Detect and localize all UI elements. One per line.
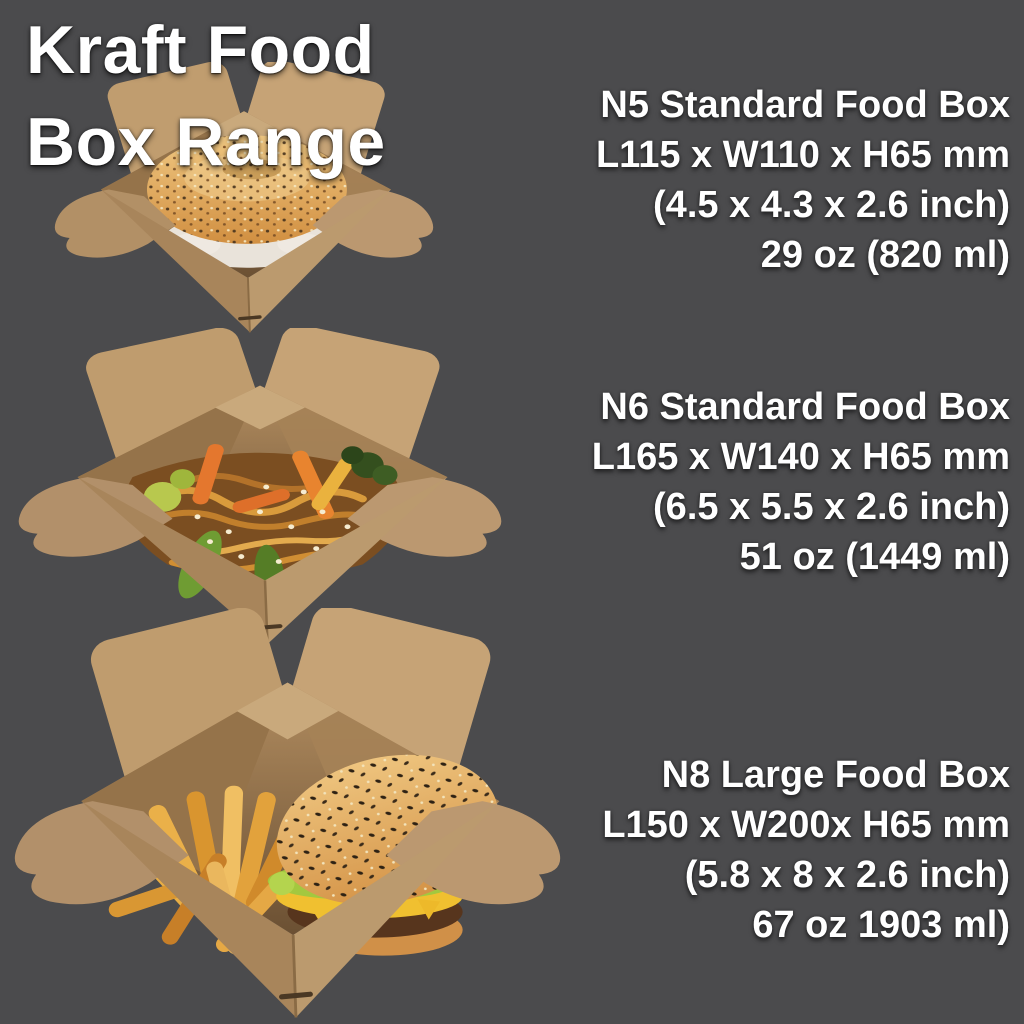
box-side-flap-right <box>386 801 561 905</box>
product-photo-n8-burger-box <box>14 608 561 1018</box>
product-capacity: 29 oz (820 ml) <box>760 234 1010 276</box>
page-title: Kraft Food Box Range <box>26 4 386 188</box>
product-name: N5 Standard Food Box <box>600 84 1010 126</box>
carrot-strip <box>192 444 224 505</box>
product-dimensions-mm: L150 x W200x H65 mm <box>602 804 1010 846</box>
pepper-strip <box>311 457 354 511</box>
title-line-2: Box Range <box>26 104 386 180</box>
product-dimensions-mm: L165 x W140 x H65 mm <box>591 436 1010 478</box>
product-spec-n8: N8 Large Food Box L150 x W200x H65 mm (5… <box>540 750 1010 950</box>
box-front-right <box>247 189 391 333</box>
sesame-seeds <box>194 484 351 564</box>
carrot-strip <box>232 488 290 513</box>
product-spec-n5: N5 Standard Food Box L115 x W110 x H65 m… <box>540 80 1010 280</box>
box-front-right <box>265 477 448 645</box>
product-dimensions-inch: (5.8 x 8 x 2.6 inch) <box>684 854 1010 896</box>
box-front-left <box>100 189 250 333</box>
box-front-right <box>293 801 500 1018</box>
kraft-box-illustration <box>18 328 502 645</box>
box-side-flap-left <box>54 189 176 258</box>
box-side-flap-right <box>347 477 502 557</box>
product-dimensions-inch: (6.5 x 5.5 x 2.6 inch) <box>653 486 1010 528</box>
product-spec-n6: N6 Standard Food Box L165 x W140 x H65 m… <box>540 382 1010 582</box>
box-side-flap-left <box>14 801 189 905</box>
product-name: N8 Large Food Box <box>661 754 1010 796</box>
box-side-flap-left <box>18 477 173 557</box>
product-dimensions-inch: (4.5 x 4.3 x 2.6 inch) <box>653 184 1010 226</box>
product-photo-n5-bagel-box <box>54 62 434 333</box>
product-capacity: 51 oz (1449 ml) <box>739 536 1010 578</box>
product-name: N6 Standard Food Box <box>600 386 1010 428</box>
product-dimensions-mm: L115 x W110 x H65 mm <box>595 134 1010 176</box>
title-line-1: Kraft Food <box>26 12 375 88</box>
kraft-box-illustration <box>14 608 561 1018</box>
kraft-box-illustration <box>54 62 434 333</box>
bagel-sandwich-illustration <box>146 135 347 268</box>
product-photo-n6-noodle-box <box>18 328 502 645</box>
product-capacity: 67 oz 1903 ml) <box>752 904 1010 946</box>
box-side-flap-right <box>312 189 434 258</box>
